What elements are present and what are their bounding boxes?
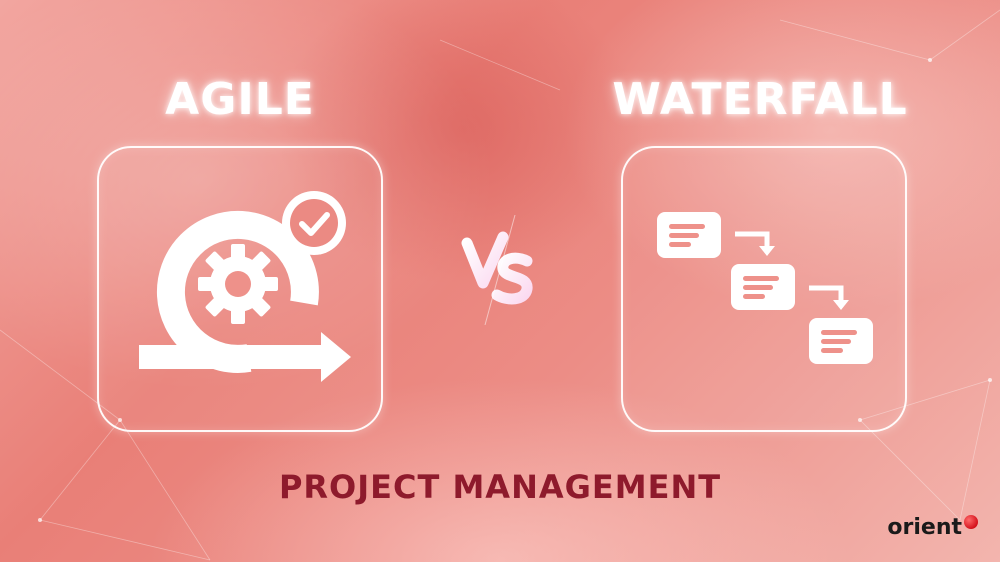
waterfall-step-2-icon — [731, 264, 795, 310]
agile-card — [97, 146, 383, 432]
brand-name: orient — [887, 514, 962, 540]
agile-title: AGILE — [165, 74, 315, 125]
subtitle: PROJECT MANAGEMENT — [278, 468, 722, 506]
brand-logo: orient — [887, 512, 978, 542]
agile-cycle-icon — [139, 191, 351, 382]
waterfall-title: WATERFALL — [612, 74, 908, 125]
brand-dot-icon — [964, 515, 978, 529]
waterfall-step-3-icon — [809, 318, 873, 364]
vs-label — [461, 215, 533, 325]
waterfall-step-1-icon — [657, 212, 721, 258]
waterfall-card — [621, 146, 907, 432]
waterfall-flow-icon — [657, 212, 873, 364]
